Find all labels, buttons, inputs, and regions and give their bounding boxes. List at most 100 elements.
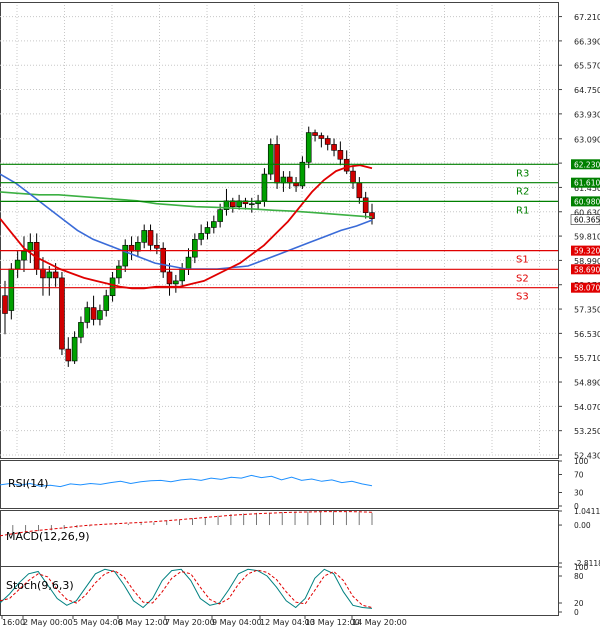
candle (217, 209, 223, 222)
current-price-label: 60.365 (574, 216, 600, 225)
y-tick-label: -2.8118 (574, 559, 600, 568)
candle (267, 144, 274, 175)
y-tick-label: 30 (574, 489, 584, 498)
candle (324, 138, 331, 145)
candle (343, 158, 350, 172)
candle (154, 244, 160, 249)
y-tick-label: 61.450 (574, 184, 600, 193)
candle (40, 268, 46, 279)
y-tick-label: 100 (574, 457, 589, 466)
level-price-label: 58.070 (574, 284, 600, 293)
candle (160, 247, 166, 273)
x-tick-label: 16:00 (2, 618, 25, 627)
level-price-tag (571, 177, 600, 188)
x-tick-label: 14 May 20:00 (352, 618, 407, 627)
candle (59, 277, 65, 350)
level-price-label: 62.230 (574, 160, 600, 169)
rsi-title: RSI(14) (8, 477, 48, 490)
candle (90, 307, 97, 320)
y-tick-label: 70 (574, 471, 584, 480)
x-tick-label: 2 May 00:00 (23, 618, 73, 627)
candle (122, 244, 129, 267)
candle (337, 150, 344, 160)
y-tick-label: 57.350 (574, 306, 600, 315)
candle (2, 295, 8, 314)
level-price-tag (571, 159, 600, 170)
candle (27, 242, 34, 252)
level-price-label: 60.980 (574, 197, 600, 206)
candle (318, 135, 325, 139)
x-tick-label: 5 May 04:00 (73, 618, 123, 627)
candle (97, 310, 103, 320)
y-tick-label: 60.630 (574, 208, 600, 217)
candle (78, 322, 84, 338)
candle (46, 271, 53, 279)
candle (198, 233, 204, 240)
level-name-r3: R3 (516, 168, 529, 179)
candle (350, 170, 356, 184)
y-tick-label: 52.430 (574, 452, 600, 461)
candle (204, 227, 211, 234)
ma-green-line (0, 191, 373, 218)
candle (141, 230, 148, 243)
candle (299, 161, 306, 187)
level-name-r2: R2 (516, 187, 529, 198)
candle (71, 336, 78, 362)
y-tick-label: 55.710 (574, 354, 600, 363)
candle (173, 280, 179, 285)
level-name-s3: S3 (516, 292, 529, 303)
y-tick-label: 59.810 (574, 233, 600, 242)
stoch-title: Stoch(9,6,3) (6, 579, 74, 592)
level-price-tag (571, 245, 600, 256)
candle (65, 348, 72, 362)
macd-signal-line (0, 511, 373, 537)
y-tick-label: 63.090 (574, 135, 600, 144)
y-tick-label: 1.0411 (574, 507, 600, 516)
level-name-s2: S2 (516, 273, 529, 284)
y-tick-label: 54.070 (574, 403, 600, 412)
candle (312, 132, 318, 136)
y-tick-label: 64.750 (574, 86, 600, 95)
candle (8, 268, 15, 311)
x-tick-label: 7 May 20:00 (165, 618, 215, 627)
candle (356, 182, 363, 199)
current-price-tag (570, 214, 600, 225)
level-name-s1: S1 (516, 255, 529, 266)
candle (305, 132, 312, 163)
candle (14, 259, 21, 270)
level-price-label: 59.320 (574, 247, 600, 256)
y-tick-label: 0 (574, 502, 579, 511)
candle (21, 250, 27, 261)
stoch-line (0, 568, 373, 609)
candle (179, 268, 185, 282)
candle (135, 242, 141, 252)
candle (293, 182, 299, 187)
y-tick-label: 58.990 (574, 257, 600, 266)
candle (166, 271, 173, 285)
candle (109, 277, 116, 297)
y-tick-label: 0.00 (574, 521, 591, 530)
macd-title: MACD(12,26,9) (6, 530, 90, 543)
stoch-line (0, 569, 373, 608)
rsi-line (0, 474, 373, 488)
candle (147, 230, 154, 246)
y-tick-label: 0 (574, 608, 579, 617)
candle (192, 239, 198, 258)
level-price-tag (571, 264, 600, 275)
y-tick-label: 65.570 (574, 62, 600, 71)
y-tick-label: 66.390 (574, 37, 600, 46)
y-tick-label: 100 (574, 563, 589, 572)
x-tick-label: 9 May 04:00 (212, 618, 262, 627)
y-tick-label: 63.930 (574, 110, 600, 119)
candle (103, 295, 110, 311)
y-tick-label: 53.250 (574, 427, 600, 436)
candle (84, 307, 91, 323)
x-tick-label: 12 May 04:00 (260, 618, 315, 627)
y-tick-label: 56.530 (574, 330, 600, 339)
x-tick-label: 6 May 12:00 (118, 618, 168, 627)
y-tick-label: 67.210 (574, 13, 600, 22)
y-tick-label: 80 (574, 572, 584, 581)
y-tick-label: 54.890 (574, 379, 600, 388)
